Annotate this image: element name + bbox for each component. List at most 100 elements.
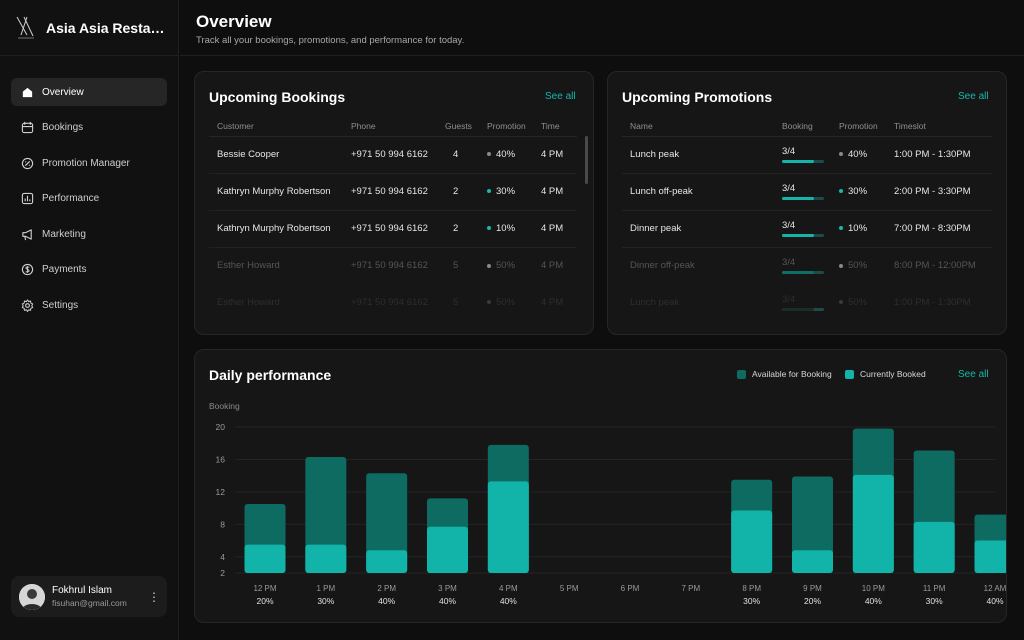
column-header: Booking <box>782 116 839 137</box>
promotion-label: 30% <box>317 596 334 606</box>
booking-row[interactable]: Esther Howard +971 50 994 6162 5 50% 4 PM <box>209 247 577 284</box>
brand-logo-icon <box>16 16 34 38</box>
status-dot <box>839 226 843 231</box>
x-tick-label: 10 PM <box>862 584 885 593</box>
card-title: Upcoming Promotions <box>622 89 773 105</box>
status-dot <box>839 189 843 194</box>
sidebar-item-overview[interactable]: Overview <box>11 78 167 106</box>
booking-row[interactable]: Kathryn Murphy Robertson +971 50 994 6162… <box>209 210 577 248</box>
guests-cell: 2 <box>445 210 487 248</box>
column-header: Phone <box>351 116 445 137</box>
guests-cell: 5 <box>453 260 459 272</box>
y-axis-label: Booking <box>209 401 240 411</box>
column-header: Time <box>541 116 577 137</box>
sidebar-item-label: Overview <box>42 86 84 98</box>
booking-count: 3/4 <box>782 294 796 305</box>
promotion-row[interactable]: Dinner off-peak 3/4 50% 8:00 PM - 12:00PM <box>622 247 992 284</box>
sidebar-item-bookings[interactable]: Bookings <box>11 114 167 142</box>
promotion-cell: 50% <box>839 247 894 284</box>
promotion-label: 30% <box>926 596 943 606</box>
promotion-label: 30% <box>743 596 760 606</box>
customer-cell: Esther Howard <box>217 297 280 308</box>
promotion-row[interactable]: Dinner peak 3/4 10% 7:00 PM - 8:30PM <box>622 210 992 248</box>
gear-icon <box>21 298 34 312</box>
promotion-row[interactable]: Lunch peak 3/4 40% 1:00 PM - 1:30PM <box>622 136 992 174</box>
promotion-value: 40% <box>848 149 868 160</box>
promotion-row[interactable]: Lunch peak 3/4 50% 1:00 PM - 1:30PM <box>622 284 992 321</box>
status-dot <box>839 263 843 268</box>
bar-booked <box>731 510 773 573</box>
legend-label: Currently Booked <box>860 369 926 379</box>
promotion-row[interactable]: Lunch off-peak 3/4 30% 2:00 PM - 3:30PM <box>622 173 992 211</box>
status-dot <box>487 300 491 305</box>
performance-chart: Booking 2 4 8 12 16 20 12 PM 20% 1 PM 30% 2 PM 40% 3 … <box>209 401 1006 606</box>
brand: Asia Asia Restaurant <box>0 0 179 56</box>
booking-progress-fill <box>782 308 814 311</box>
y-tick-label: 8 <box>220 519 225 529</box>
booking-progress-bar <box>782 271 824 275</box>
y-tick-label: 2 <box>220 568 225 578</box>
promotion-value: 30% <box>848 186 868 197</box>
promotion-cell: 50% <box>839 284 894 321</box>
x-tick-label: 6 PM <box>621 584 640 593</box>
guests-cell: 5 <box>453 297 459 308</box>
booking-progress-bar <box>782 160 824 163</box>
card-title: Upcoming Bookings <box>209 89 346 105</box>
promotion-value: 50% <box>496 297 516 308</box>
status-dot <box>839 300 843 305</box>
customer-cell: Kathryn Murphy Robertson <box>209 210 351 248</box>
promotion-cell: 30% <box>487 173 541 211</box>
booking-progress-bar <box>782 197 824 200</box>
x-tick-label: 1 PM <box>316 584 335 593</box>
more-options-icon[interactable]: ⋮ <box>148 589 160 604</box>
column-header: Timeslot <box>894 116 992 137</box>
user-profile[interactable]: Fokhrul Islam fisuhan@gmail.com ⋮ <box>11 576 167 617</box>
promotion-value: 40% <box>496 149 516 160</box>
sidebar-item-promotion-manager[interactable]: Promotion Manager <box>11 149 167 177</box>
bookings-see-all-link[interactable]: See all <box>545 91 576 102</box>
sidebar-item-payments[interactable]: Payments <box>11 256 167 284</box>
booking-row[interactable]: Esther Howard +971 50 994 6162 5 50% 4 PM <box>209 284 577 321</box>
legend-booked: Currently Booked <box>845 369 926 379</box>
bar-booked <box>427 526 468 573</box>
profile-email: fisuhan@gmail.com <box>52 598 127 608</box>
booking-cell: 3/4 <box>782 173 839 211</box>
booking-count: 3/4 <box>782 257 796 269</box>
sidebar-item-label: Performance <box>42 193 100 204</box>
brand-name: Asia Asia Restaurant <box>46 19 166 36</box>
performance-see-all-link[interactable]: See all <box>958 369 989 380</box>
x-tick-label: 9 PM <box>803 584 822 593</box>
bar-available <box>792 476 833 573</box>
phone-cell: +971 50 994 6162 <box>351 297 428 308</box>
status-dot <box>487 263 491 268</box>
booking-cell: 3/4 <box>782 284 839 321</box>
promotion-cell: 50% <box>487 284 541 321</box>
avatar-image <box>19 583 45 610</box>
profile-name: Fokhrul Islam <box>52 585 113 596</box>
scrollbar-thumb[interactable] <box>585 136 588 184</box>
time-cell: 4 PM <box>541 136 577 174</box>
column-header: Customer <box>209 116 351 137</box>
page-header: Overview Track all your bookings, promot… <box>180 0 1024 56</box>
customer-cell: Esther Howard <box>217 260 280 272</box>
megaphone-icon <box>22 228 32 240</box>
sidebar-item-marketing[interactable]: Marketing <box>11 220 167 248</box>
chart-icon <box>21 192 34 205</box>
sidebar-item-label: Marketing <box>42 228 86 240</box>
bookings-table: Customer Phone Guests Promotion Time Bes… <box>209 116 577 321</box>
sidebar-item-label: Payments <box>42 264 87 275</box>
column-header: Promotion <box>487 116 541 137</box>
page-title: Overview <box>196 12 272 31</box>
booking-row[interactable]: Kathryn Murphy Robertson +971 50 994 6162… <box>209 173 577 211</box>
sidebar-item-settings[interactable]: Settings <box>11 291 167 319</box>
promotions-see-all-link[interactable]: See all <box>958 91 989 102</box>
booking-row[interactable]: Bessie Cooper +971 50 994 6162 4 40% 4 PM <box>209 136 577 174</box>
customer-cell: Bessie Cooper <box>209 136 351 174</box>
promotion-label: 40% <box>500 596 517 606</box>
column-header: Guests <box>445 116 487 137</box>
promotion-name-cell: Lunch peak <box>630 297 680 308</box>
bar-booked <box>366 550 408 573</box>
sidebar-item-performance[interactable]: Performance <box>11 185 167 213</box>
promotion-label: 40% <box>378 596 395 606</box>
promotion-cell: 10% <box>839 210 894 248</box>
